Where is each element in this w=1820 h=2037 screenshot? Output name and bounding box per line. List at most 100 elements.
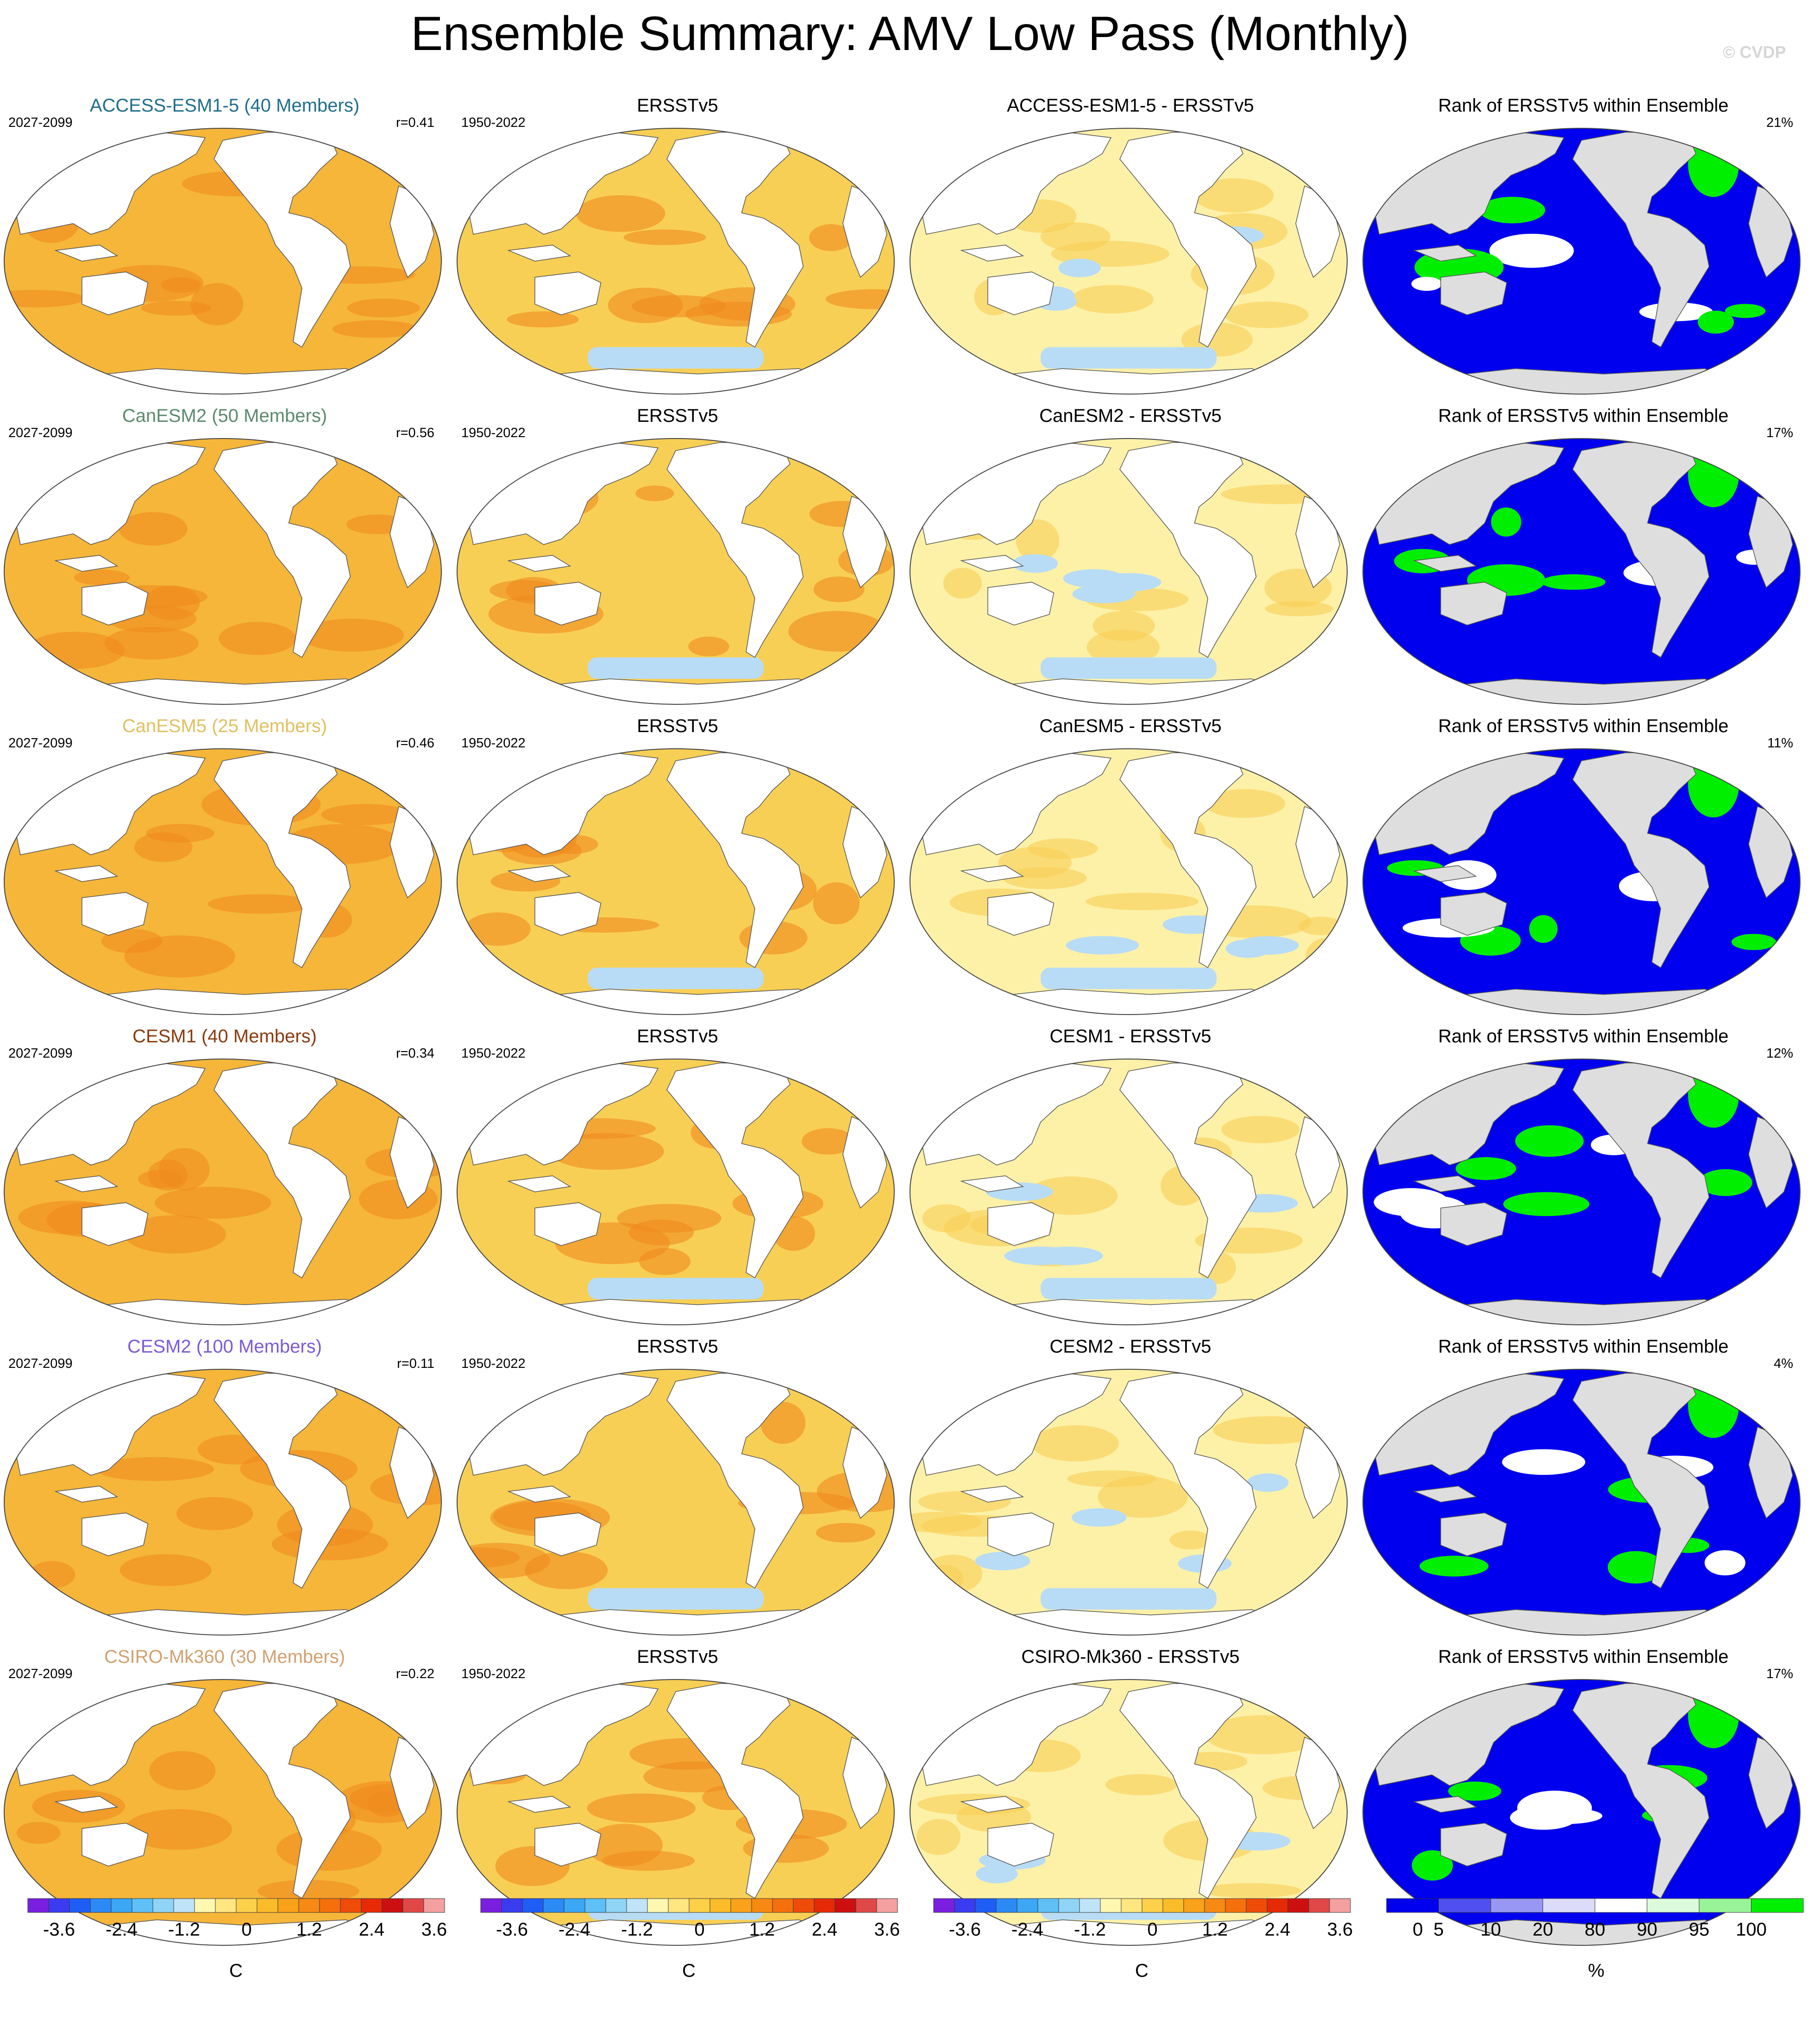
sst-anomaly-patch xyxy=(74,570,130,586)
colorbar-tick-label: 10 xyxy=(1481,1919,1501,1940)
colorbar-tick-label: 0 xyxy=(694,1919,704,1940)
land-indonesia xyxy=(507,1796,571,1813)
cool-anomaly-patch xyxy=(1247,1473,1289,1492)
map-border xyxy=(4,438,442,705)
land-indonesia xyxy=(507,555,571,572)
cool-anomaly-patch xyxy=(1034,1247,1103,1266)
land-australia xyxy=(1440,582,1507,626)
sst-anomaly-patch xyxy=(576,195,665,232)
map-obs xyxy=(457,1059,895,1325)
map-rank xyxy=(1362,1369,1801,1636)
colorbar-tick-label: 5 xyxy=(1433,1919,1443,1940)
land-americas xyxy=(1572,132,1710,348)
sst-anomaly-patch xyxy=(760,1402,806,1444)
sst-anomaly-patch xyxy=(101,929,163,953)
colorbar-swatch xyxy=(1438,1898,1491,1913)
sst-anomaly-patch xyxy=(524,1551,608,1589)
colorbar-swatch xyxy=(626,1898,648,1913)
sst-anomaly-patch xyxy=(1224,301,1309,328)
colorbar-swatch xyxy=(855,1898,877,1913)
sst-anomaly-patch xyxy=(332,320,418,338)
map-border xyxy=(457,438,895,705)
land-indonesia xyxy=(54,555,119,572)
sst-anomaly-patch xyxy=(1265,601,1333,616)
panel-period: 1950-2022 xyxy=(461,1356,526,1371)
panel-title: ERSSTv5 xyxy=(637,95,718,116)
colorbar-swatch xyxy=(522,1898,544,1913)
land-americas xyxy=(1119,752,1257,968)
sst-anomaly-patch xyxy=(1193,178,1274,213)
land-australia xyxy=(534,1202,602,1246)
rank-anomaly-patch xyxy=(1489,233,1574,268)
colorbar-tick-label: -3.6 xyxy=(949,1919,981,1940)
colorbar-swatch xyxy=(772,1898,794,1913)
sst-anomaly-patch xyxy=(688,636,729,657)
sst-anomaly-patch xyxy=(813,576,865,602)
panel-period: 1950-2022 xyxy=(461,115,526,130)
land-indonesia xyxy=(1413,1175,1477,1192)
pattern-correlation: r=0.41 xyxy=(395,115,434,130)
sst-anomaly-patch xyxy=(16,1822,61,1844)
panel-period: 2027-2099 xyxy=(8,426,73,440)
cool-anomaly-band xyxy=(588,657,764,679)
sst-anomaly-patch xyxy=(464,912,531,946)
land-indonesia xyxy=(960,1796,1024,1813)
land-australia xyxy=(987,271,1054,315)
sst-anomaly-patch xyxy=(802,1128,854,1155)
pattern-correlation: r=0.56 xyxy=(395,426,434,440)
panel-title: ERSSTv5 xyxy=(637,1647,718,1667)
cool-anomaly-band xyxy=(588,1588,764,1610)
panel-rank: Rank of ERSSTv5 within Ensemble 12% xyxy=(1359,1019,1808,1329)
land-indonesia xyxy=(1413,1485,1477,1503)
map-border xyxy=(1362,438,1801,705)
land-americas xyxy=(1119,1062,1257,1279)
sst-anomaly-patch xyxy=(149,1751,216,1791)
rank-anomaly-patch xyxy=(1607,1551,1664,1584)
rank-anomaly-patch xyxy=(1731,934,1776,950)
sst-anomaly-patch xyxy=(623,229,706,245)
map-model xyxy=(4,128,442,395)
panel-period: 2027-2099 xyxy=(8,1356,73,1371)
colorbar-swatch xyxy=(1490,1898,1543,1913)
pattern-correlation: r=0.11 xyxy=(397,1356,434,1371)
colorbar-swatch xyxy=(111,1898,132,1913)
land-indonesia xyxy=(507,865,571,882)
map-obs xyxy=(457,128,895,395)
panel-title: Rank of ERSSTv5 within Ensemble xyxy=(1438,1336,1729,1357)
land-australia xyxy=(987,1202,1054,1246)
rank-percent: 11% xyxy=(1767,736,1793,751)
colorbar-swatch xyxy=(1225,1898,1247,1913)
colorbar-tick-label: -3.6 xyxy=(43,1919,75,1940)
cool-anomaly-band xyxy=(588,1278,764,1299)
land-americas xyxy=(666,1062,804,1279)
pattern-correlation: r=0.46 xyxy=(395,736,434,751)
land-australia xyxy=(82,582,149,626)
sst-anomaly-patch xyxy=(1003,867,1087,890)
rank-percent: 21% xyxy=(1766,115,1793,130)
rank-percent: 4% xyxy=(1774,1356,1793,1371)
panel-diff: CanESM5 - ERSSTv5 xyxy=(906,708,1355,1019)
colorbar-tick-label: 3.6 xyxy=(874,1919,900,1940)
colorbar-swatch xyxy=(605,1898,627,1913)
sst-anomaly-patch xyxy=(1221,484,1341,504)
map-model xyxy=(4,438,442,705)
map-border xyxy=(4,1369,442,1636)
cool-anomaly-patch xyxy=(1225,939,1271,958)
panel-title: CESM2 (100 Members) xyxy=(127,1336,322,1357)
rank-anomaly-patch xyxy=(1491,507,1521,537)
colorbar-tick-label: -2.4 xyxy=(559,1919,590,1940)
sst-anomaly-patch xyxy=(925,1565,964,1593)
panel-period: 1950-2022 xyxy=(461,1667,526,1681)
sst-anomaly-patch xyxy=(125,1809,232,1850)
sst-anomaly-patch xyxy=(922,1204,971,1233)
panel-model: CanESM5 (25 Members) 2027-2099 r=0.46 xyxy=(0,708,449,1019)
map-border xyxy=(4,128,442,395)
colorbar-tick-label: 90 xyxy=(1637,1919,1657,1940)
colorbar-swatch xyxy=(814,1898,835,1913)
land-americas xyxy=(666,1683,804,1899)
map-border xyxy=(457,1059,895,1325)
colorbar-tick-label: 2.4 xyxy=(1265,1919,1291,1940)
panel-title: Rank of ERSSTv5 within Ensemble xyxy=(1438,1026,1729,1047)
land-indonesia xyxy=(1413,865,1477,882)
sst-anomaly-patch xyxy=(943,568,982,599)
